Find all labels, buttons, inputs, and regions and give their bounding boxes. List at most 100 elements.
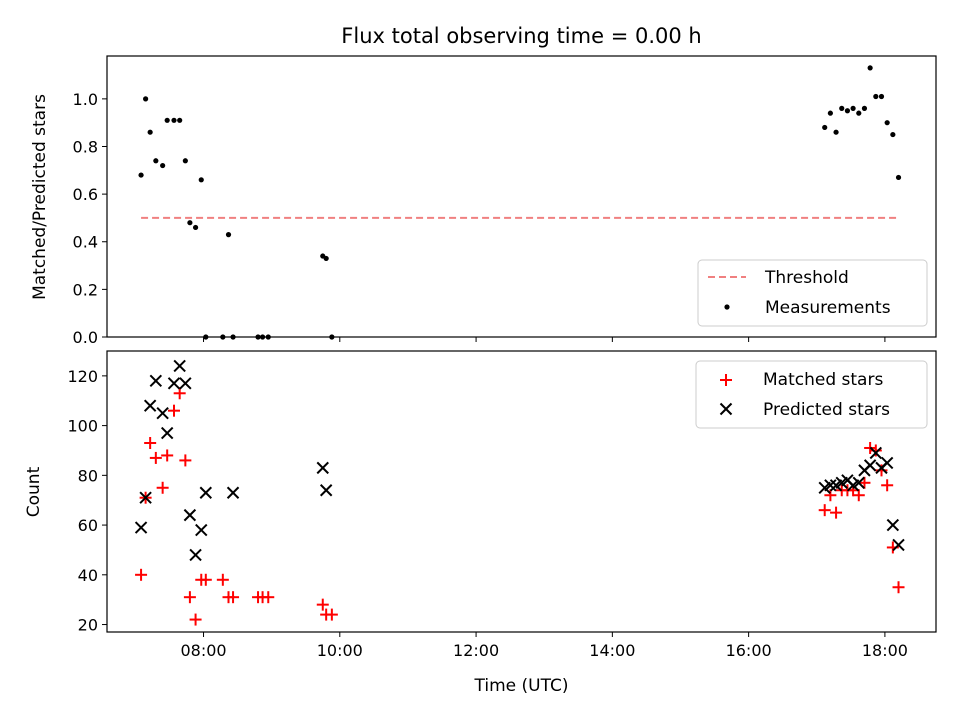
- measurement-point: [225, 232, 232, 238]
- predicted-star-point: [880, 456, 894, 470]
- predicted-star-point: [199, 486, 213, 499]
- top-axes: 0.0 0.2 0.4 0.6 0.8 1.0: [73, 55, 937, 347]
- measurement-point: [873, 93, 879, 100]
- measurement-point: [160, 162, 166, 169]
- measurement-point: [827, 110, 833, 116]
- matched-star-point: [824, 489, 837, 502]
- bottom-axes-frame: [106, 350, 937, 633]
- matched-star-point: [852, 489, 865, 502]
- top-y-tick-label: 0.2: [73, 280, 98, 299]
- legend-predicted-label: Predicted stars: [763, 400, 890, 420]
- bottom-axes: 08:00 10:00 12:00 14:00 16:00 18:00 20 40 60 80 10…: [67, 350, 937, 660]
- measurement-point: [839, 105, 845, 111]
- x-axis-label: Time (UTC): [474, 676, 569, 696]
- matched-star-point: [173, 387, 186, 400]
- measurement-point: [822, 124, 828, 131]
- top-y-tick-label: 1.0: [73, 90, 98, 109]
- matched-star-point: [199, 573, 212, 586]
- figure-title: Flux total observing time = 0.00 h: [341, 24, 701, 48]
- predicted-star-point: [149, 374, 163, 388]
- measurement-point: [182, 158, 188, 164]
- bottom-x-tick-label: 14:00: [589, 641, 635, 660]
- bottom-y-tick-label: 80: [78, 466, 98, 485]
- top-y-tick-label: 0.4: [73, 233, 98, 252]
- predicted-star-point: [139, 491, 152, 504]
- measurement-point: [323, 255, 329, 262]
- measurement-point: [890, 131, 896, 138]
- matched-star-point: [316, 598, 329, 611]
- measurement-point: [878, 93, 885, 100]
- predicted-star-point: [886, 518, 900, 532]
- bottom-y-tick-label: 60: [78, 516, 98, 535]
- predicted-star-point: [167, 377, 181, 390]
- matched-star-point: [144, 437, 157, 450]
- matched-star-point: [875, 464, 888, 477]
- measurement-point: [138, 172, 144, 178]
- measurement-point: [192, 224, 199, 231]
- bottom-x-tick-label: 16:00: [726, 641, 772, 660]
- predicted-star-point: [179, 377, 192, 390]
- predicted-star-point: [183, 508, 197, 522]
- predicted-star-point: [160, 426, 174, 440]
- matched-star-point: [179, 454, 192, 467]
- predicted-star-point: [173, 359, 186, 373]
- matched-star-point: [830, 506, 843, 519]
- measurement-point: [171, 117, 177, 123]
- measurement-point: [153, 158, 159, 164]
- legend-threshold-label: Threshold: [764, 268, 849, 288]
- measurement-point: [861, 105, 868, 111]
- top-panel: 0.0 0.2 0.4 0.6 0.8 1.0 Matched/Predicted sta…: [30, 55, 937, 347]
- measurement-point: [177, 117, 183, 123]
- legend-predicted-swatch: [719, 402, 733, 416]
- measurement-point: [895, 174, 902, 181]
- matched-star-point: [881, 479, 894, 492]
- bottom-y-tick-label: 20: [78, 616, 98, 635]
- matched-star-point: [818, 504, 831, 517]
- measurement-point: [867, 65, 873, 71]
- measurement-point: [844, 108, 851, 114]
- predicted-star-point: [316, 461, 329, 475]
- top-legend-box: [697, 259, 928, 327]
- bottom-legend: Matched stars Predicted stars: [695, 360, 928, 429]
- matched-star-point: [161, 449, 174, 462]
- bottom-legend-box: [695, 360, 928, 429]
- matched-star-point: [135, 568, 148, 581]
- bottom-y-tick-label: 120: [67, 367, 98, 386]
- matched-star-point: [216, 573, 229, 586]
- bottom-x-tick-label: 08:00: [180, 641, 226, 660]
- predicted-star-point: [863, 459, 877, 472]
- bottom-y-tick-label: 40: [78, 566, 98, 585]
- matched-star-point: [183, 591, 196, 604]
- top-y-axis-label: Matched/Predicted stars: [30, 94, 50, 300]
- predicted-star-point: [134, 521, 148, 534]
- measurement-point: [164, 117, 170, 123]
- measurement-point: [850, 105, 856, 111]
- predicted-star-point: [319, 484, 333, 497]
- matched-star-point: [227, 591, 240, 604]
- predicted-star-point: [852, 476, 865, 490]
- bottom-x-tick-label: 18:00: [862, 641, 908, 660]
- bottom-panel: 08:00 10:00 12:00 14:00 16:00 18:00 20 40 60 80 10…: [24, 350, 937, 696]
- matched-star-point: [168, 404, 181, 417]
- predicted-star-point: [195, 523, 208, 537]
- matched-star-point: [325, 608, 338, 621]
- top-y-tick-label: 0.0: [73, 328, 98, 347]
- top-y-tick-label: 0.6: [73, 185, 98, 204]
- legend-matched-label: Matched stars: [763, 370, 883, 390]
- bottom-x-tick-label: 10:00: [317, 641, 363, 660]
- measurement-point: [147, 129, 153, 135]
- measurement-point: [833, 129, 839, 135]
- matched-star-point: [149, 451, 162, 464]
- measurement-point: [198, 177, 204, 183]
- predicted-star-point: [824, 479, 837, 492]
- bottom-y-tick-label: 100: [67, 417, 98, 436]
- top-y-tick-label: 0.8: [73, 137, 98, 156]
- predicted-star-point: [156, 406, 169, 420]
- legend-matched-swatch: [720, 374, 732, 386]
- measurement-point: [884, 120, 890, 126]
- top-legend: Threshold Measurements: [697, 259, 928, 327]
- legend-measurements-swatch: [724, 304, 730, 310]
- top-axes-frame: [106, 55, 937, 338]
- predicted-star-point: [869, 446, 883, 460]
